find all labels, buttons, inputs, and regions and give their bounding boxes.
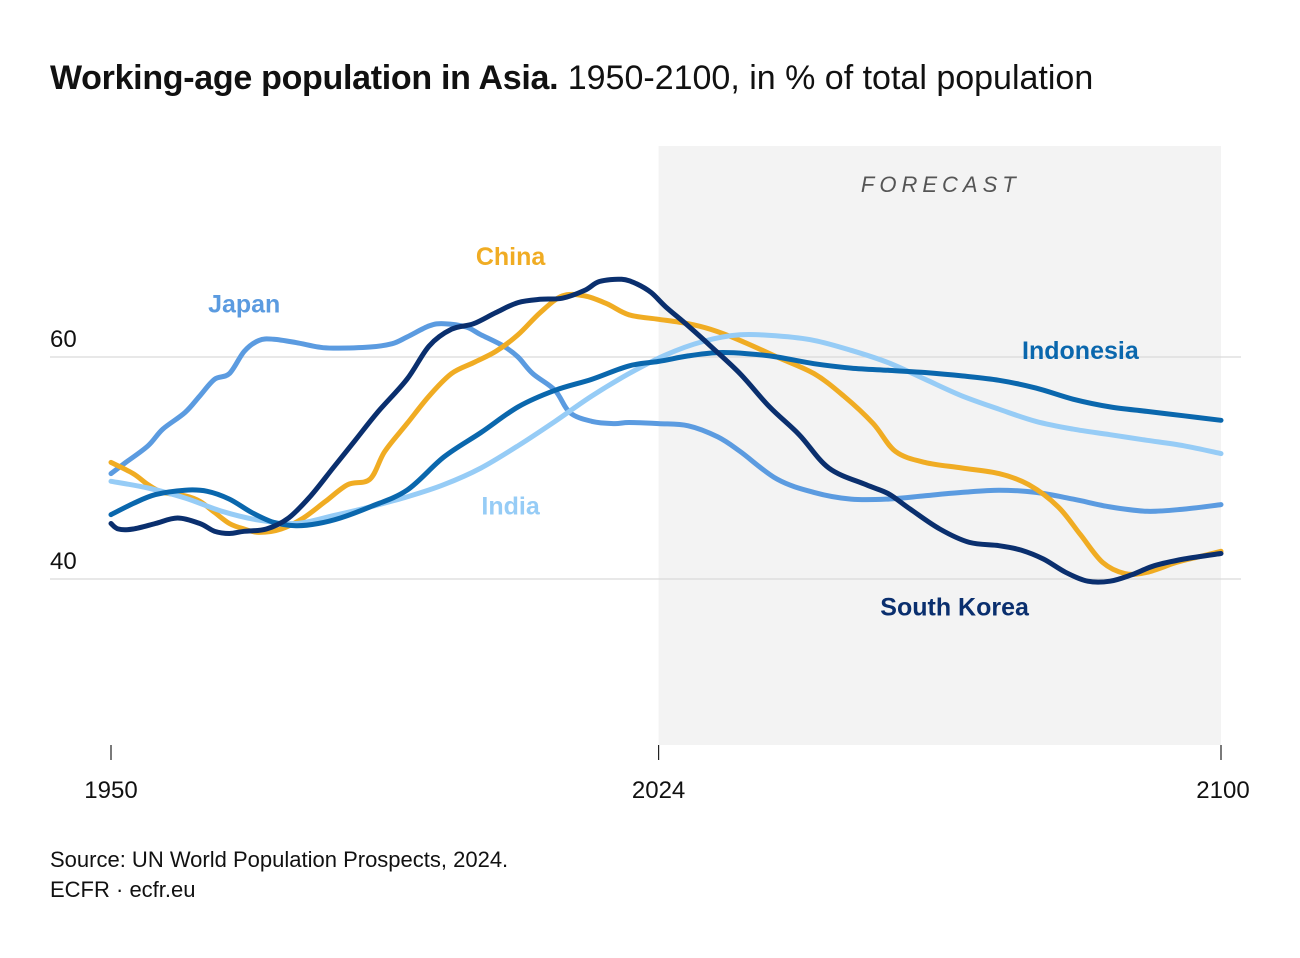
chart-title: Working-age population in Asia. 1950-210… xyxy=(50,56,1093,100)
series-line-japan xyxy=(108,321,1224,514)
chart-footer: Source: UN World Population Prospects, 2… xyxy=(50,845,508,905)
series-label-indonesia: Indonesia xyxy=(1022,337,1140,365)
title-bold: Working-age population in Asia. xyxy=(50,59,559,97)
y-tick-label-40: 40 xyxy=(50,548,77,575)
series-label-south-korea: South Korea xyxy=(880,594,1030,622)
title-subtitle: 1950-2100, in % of total population xyxy=(567,59,1094,97)
x-tick-label-1950: 1950 xyxy=(84,777,137,804)
forecast-region xyxy=(658,146,1221,745)
x-tick-label-2100: 2100 xyxy=(1196,777,1249,804)
forecast-label: FORECAST xyxy=(861,172,1021,197)
y-tick-label-60: 60 xyxy=(50,326,77,353)
series-label-china: China xyxy=(476,243,547,271)
series-line-indonesia xyxy=(108,349,1224,529)
x-tick-label-2024: 2024 xyxy=(632,777,685,804)
series-label-india: India xyxy=(481,493,540,521)
series-label-japan: Japan xyxy=(208,291,280,319)
credit-note: ECFR · ecfr.eu xyxy=(50,877,196,902)
source-note: Source: UN World Population Prospects, 2… xyxy=(50,847,509,872)
series-line-south-korea xyxy=(108,276,1224,585)
